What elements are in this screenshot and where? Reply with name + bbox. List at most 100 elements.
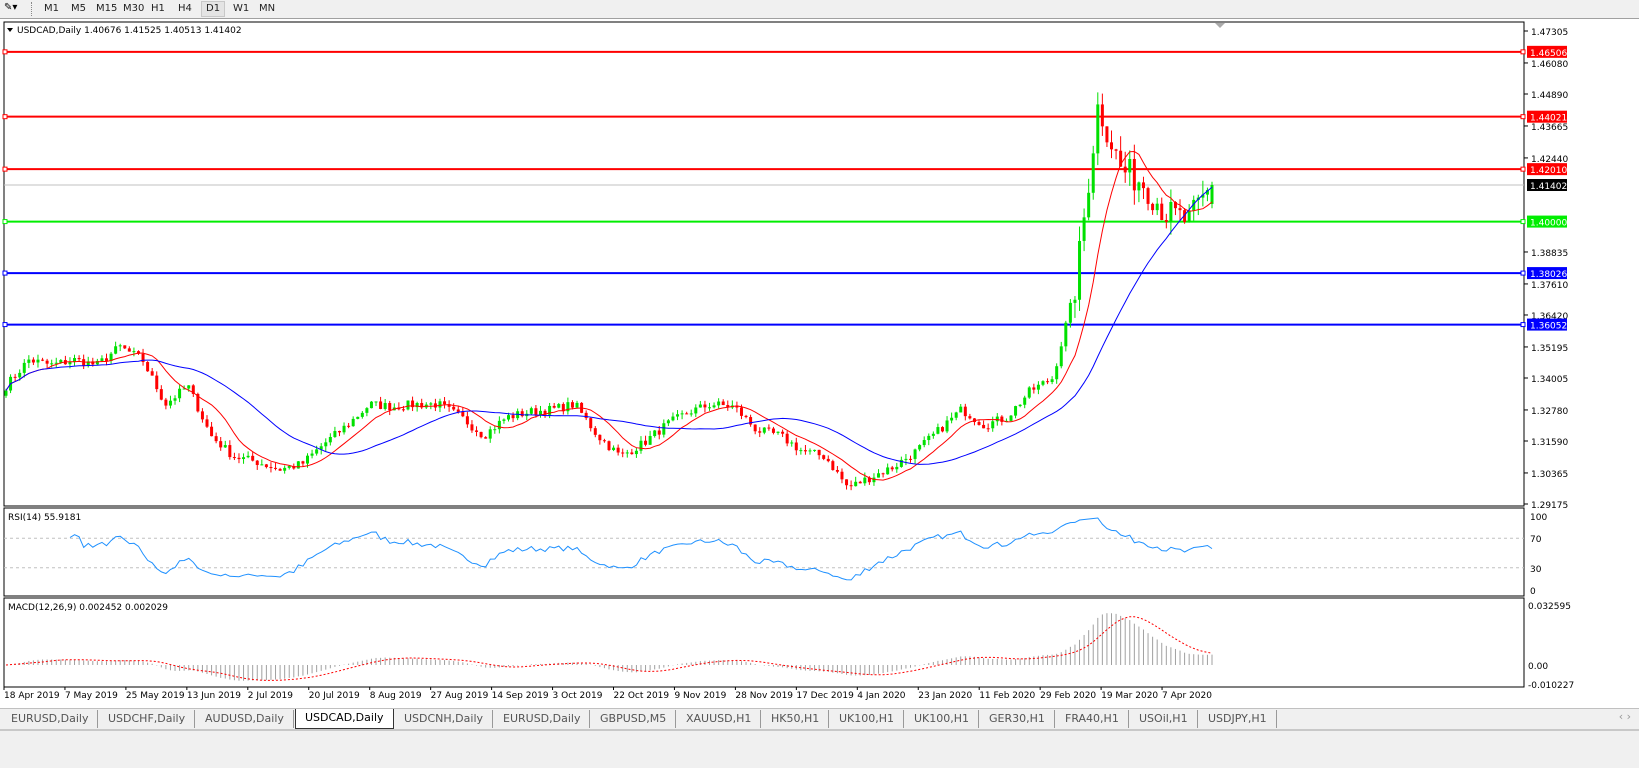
candle-body bbox=[589, 418, 593, 429]
tab-scroll-arrows[interactable]: ‹ › bbox=[1618, 710, 1631, 723]
chart-tab[interactable]: GBPUSD,M5 bbox=[591, 710, 677, 728]
line-handle[interactable] bbox=[2, 114, 8, 120]
line-handle[interactable] bbox=[1520, 114, 1526, 120]
chart-tab[interactable]: UK100,H1 bbox=[830, 710, 905, 728]
chart-tab[interactable]: XAUUSD,H1 bbox=[677, 710, 762, 728]
timeframe-m30[interactable]: M30 bbox=[123, 3, 145, 14]
candle-body bbox=[612, 447, 616, 451]
candle-body bbox=[794, 442, 798, 451]
candle-body bbox=[653, 430, 657, 437]
candle-body bbox=[237, 457, 241, 460]
timeframe-d1[interactable]: D1 bbox=[201, 1, 226, 17]
line-handle[interactable] bbox=[1520, 219, 1526, 225]
line-handle[interactable] bbox=[1520, 270, 1526, 276]
chart-tab[interactable]: USDCAD,Daily bbox=[295, 709, 394, 729]
candle-body bbox=[963, 406, 967, 417]
candle-body bbox=[959, 406, 963, 413]
date-label: 11 Feb 2020 bbox=[979, 691, 1035, 701]
draw-tools-icon[interactable]: ✎▾ bbox=[4, 2, 18, 13]
timeframe-h1[interactable]: H1 bbox=[151, 3, 165, 14]
moving-average-fast bbox=[5, 150, 1213, 481]
chart-tab[interactable]: USDJPY,H1 bbox=[1199, 710, 1277, 728]
chart-tab[interactable]: HK50,H1 bbox=[762, 710, 830, 728]
collapse-triangle-icon[interactable] bbox=[7, 28, 13, 32]
chart-tab[interactable]: USDCHF,Daily bbox=[99, 710, 196, 728]
chart-tab[interactable]: UK100,H1 bbox=[905, 710, 980, 728]
candle-body bbox=[931, 433, 935, 436]
candle-body bbox=[918, 445, 922, 450]
timeframe-w1[interactable]: W1 bbox=[233, 3, 250, 14]
candle-body bbox=[502, 419, 506, 421]
candle-body bbox=[936, 427, 940, 434]
line-handle[interactable] bbox=[2, 166, 8, 172]
chart-tab[interactable]: EURUSD,Daily bbox=[494, 710, 591, 728]
timeframe-mn[interactable]: MN bbox=[259, 3, 276, 14]
candle-body bbox=[173, 398, 177, 401]
macd-level-label: 0.00 bbox=[1528, 662, 1548, 672]
date-label: 2 Jul 2019 bbox=[248, 691, 293, 701]
candle-body bbox=[548, 405, 552, 415]
line-handle[interactable] bbox=[2, 270, 8, 276]
macd-level-label: -0.010227 bbox=[1528, 681, 1574, 691]
rsi-level-label: 0 bbox=[1530, 587, 1536, 597]
candle-body bbox=[45, 360, 49, 364]
candle-body bbox=[324, 442, 328, 447]
timeframe-m5[interactable]: M5 bbox=[71, 3, 86, 14]
line-handle[interactable] bbox=[1520, 166, 1526, 172]
candle-body bbox=[383, 403, 387, 409]
line-handle[interactable] bbox=[1520, 49, 1526, 55]
status-bar bbox=[0, 729, 1639, 768]
candle-body bbox=[1000, 416, 1004, 422]
chart-tab[interactable]: AUDUSD,Daily bbox=[196, 710, 294, 728]
timeframe-m1[interactable]: M1 bbox=[44, 3, 59, 14]
candle-body bbox=[1036, 384, 1040, 390]
candle-body bbox=[182, 388, 186, 390]
price-label-bg bbox=[1527, 318, 1567, 331]
candle-body bbox=[575, 402, 579, 408]
candle-body bbox=[895, 466, 899, 470]
candle-body bbox=[703, 404, 707, 408]
line-handle[interactable] bbox=[1520, 322, 1526, 328]
chart-tab[interactable]: FRA40,H1 bbox=[1056, 710, 1129, 728]
candle-body bbox=[420, 402, 424, 408]
candle-body bbox=[269, 467, 273, 469]
candle-body bbox=[86, 361, 90, 367]
timeframe-h4[interactable]: H4 bbox=[178, 3, 192, 14]
chart-shift-marker-icon[interactable] bbox=[1215, 23, 1225, 28]
candle-body bbox=[1169, 201, 1173, 222]
candle-body bbox=[1210, 185, 1214, 204]
chart-tab[interactable]: GER30,H1 bbox=[980, 710, 1055, 728]
candle-body bbox=[1009, 415, 1013, 421]
candle-body bbox=[82, 359, 86, 367]
candle-body bbox=[36, 359, 40, 363]
candle-body bbox=[767, 427, 771, 429]
timeframe-m15[interactable]: M15 bbox=[96, 3, 118, 14]
candle-body bbox=[1046, 381, 1050, 383]
price-tick-label: 1.37610 bbox=[1531, 281, 1568, 291]
rsi-level-label: 100 bbox=[1530, 513, 1547, 523]
candle-body bbox=[1096, 104, 1100, 154]
main-pane bbox=[3, 21, 1525, 507]
date-label: 23 Jan 2020 bbox=[918, 691, 972, 701]
candle-body bbox=[73, 358, 77, 362]
candle-body bbox=[529, 408, 533, 414]
line-handle[interactable] bbox=[2, 49, 8, 55]
chart-tab[interactable]: EURUSD,Daily bbox=[2, 710, 99, 728]
candle-body bbox=[726, 405, 730, 408]
chart-tab[interactable]: USOil,H1 bbox=[1130, 710, 1198, 728]
candle-body bbox=[319, 446, 323, 450]
candle-body bbox=[1014, 406, 1018, 416]
line-handle[interactable] bbox=[2, 219, 8, 225]
candle-body bbox=[744, 415, 748, 418]
line-handle[interactable] bbox=[2, 322, 8, 328]
candle-body bbox=[306, 455, 309, 464]
candle-body bbox=[1027, 387, 1031, 398]
candle-body bbox=[950, 417, 954, 421]
candle-body bbox=[155, 375, 159, 390]
chart-tab[interactable]: USDCNH,Daily bbox=[395, 710, 494, 728]
candle-body bbox=[717, 401, 721, 406]
candle-body bbox=[219, 441, 223, 448]
candle-body bbox=[538, 410, 542, 415]
candle-body bbox=[904, 458, 908, 460]
price-chart[interactable]: 1.47305 1.46080 1.44890 1.43665 1.42440 1.388… bbox=[0, 19, 1639, 708]
